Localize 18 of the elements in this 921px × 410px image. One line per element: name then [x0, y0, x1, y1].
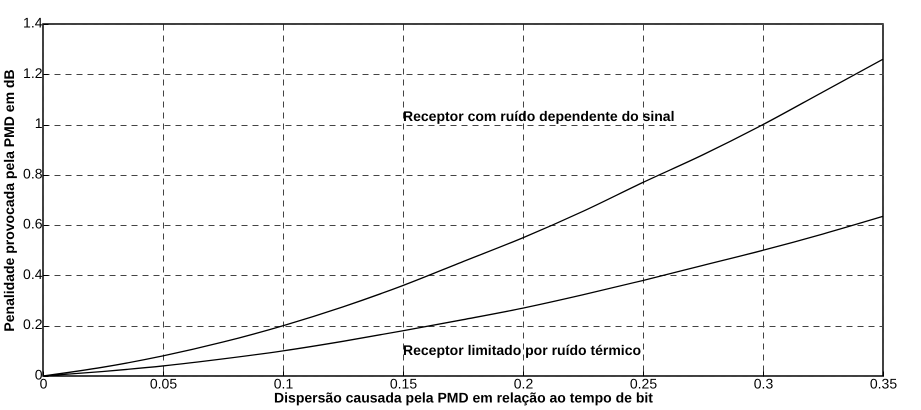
x-tick-label: 0.05	[150, 376, 178, 392]
x-tick-label: 0.1	[274, 376, 294, 392]
y-tick-label: 1	[34, 115, 43, 132]
x-axis-title: Dispersão causada pela PMD em relação ao tempo de bit	[274, 390, 654, 406]
x-tick-label: 0.25	[630, 376, 658, 392]
x-tick-label: 0.15	[390, 376, 418, 392]
x-tick-label: 0.35	[870, 376, 898, 392]
series-label: Receptor limitado por ruído térmico	[403, 342, 642, 358]
y-axis-title: Penalidade provocada pela PMD em dB	[1, 69, 18, 332]
y-tick-label: 0.8	[23, 165, 43, 182]
y-tick-label: 1.4	[23, 14, 43, 30]
y-tick-label: 1.2	[23, 64, 43, 81]
x-tick-label: 0.3	[754, 376, 774, 392]
y-tick-label: 0.6	[23, 216, 43, 232]
x-tick-label: 0.2	[514, 376, 534, 392]
y-tick-label: 0.2	[23, 316, 43, 332]
text: Receptor com ruído dependente do sinal	[403, 108, 674, 124]
y-tick-label: 0.4	[23, 266, 43, 282]
